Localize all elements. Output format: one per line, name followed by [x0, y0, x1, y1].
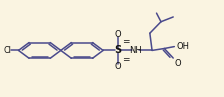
Text: NH: NH [129, 46, 142, 55]
Text: =: = [122, 55, 129, 64]
Text: O: O [174, 59, 181, 68]
Text: Cl: Cl [3, 46, 11, 55]
Text: OH: OH [177, 42, 190, 51]
Text: S: S [114, 45, 121, 55]
Text: O: O [114, 62, 121, 71]
Text: =: = [122, 37, 129, 46]
Text: O: O [114, 30, 121, 39]
